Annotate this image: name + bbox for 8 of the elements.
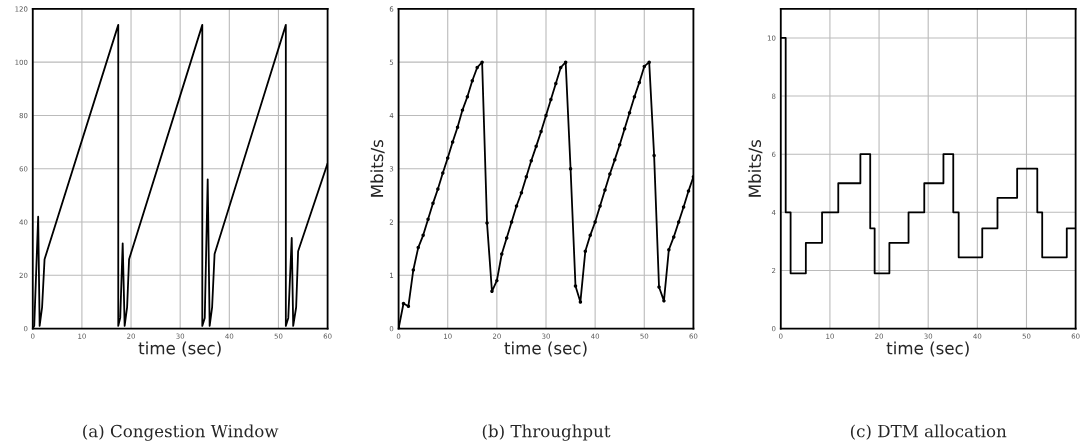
text: (b) Throughput: [482, 424, 611, 441]
y-axis-title: Mbits/s: [370, 139, 385, 197]
y-axis-title: Mbits/s: [748, 139, 763, 197]
x-axis-title: time (sec): [138, 341, 221, 357]
x-axis-title: time (sec): [886, 341, 969, 357]
text: (c) DTM allocation: [850, 424, 1007, 440]
x-axis-title: time (sec): [504, 341, 587, 357]
text: (a) Congestion Window: [83, 424, 279, 441]
